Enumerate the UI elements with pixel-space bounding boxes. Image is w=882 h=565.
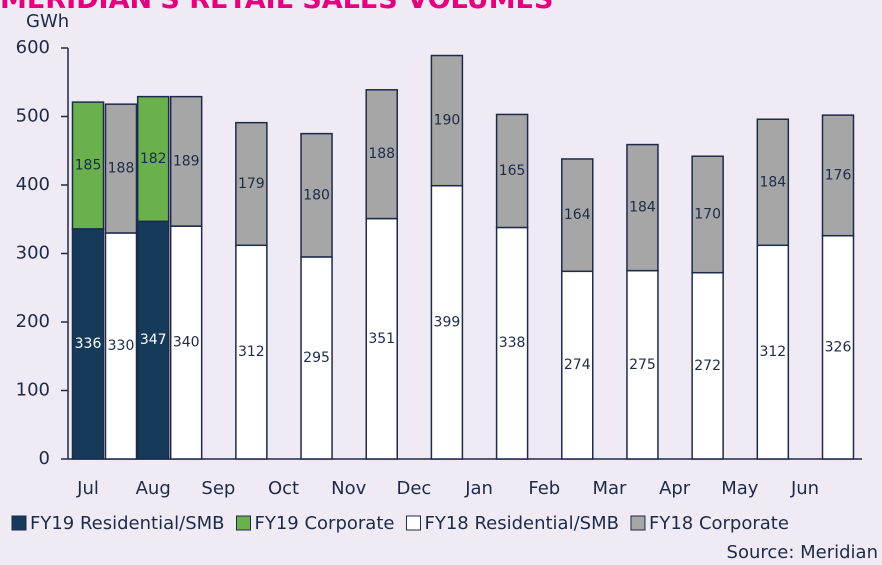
- bar: [691, 155, 724, 274]
- value-label: 347: [140, 332, 167, 348]
- x-tick-label: Nov: [331, 478, 366, 499]
- bar: [756, 244, 790, 460]
- x-tick-label: May: [721, 478, 759, 499]
- value-label: 272: [694, 358, 721, 374]
- value-label: 275: [629, 357, 656, 373]
- legend-label: FY18 Corporate: [649, 513, 789, 534]
- y-tick-label: 100: [16, 380, 50, 401]
- x-tick-label: Dec: [396, 478, 431, 499]
- x-tick-label: Jul: [76, 478, 99, 499]
- bar: [169, 95, 203, 227]
- bar: [365, 89, 398, 220]
- y-tick-label: 500: [16, 106, 50, 127]
- bar: [561, 158, 594, 273]
- bar: [136, 95, 170, 223]
- bar: [430, 184, 464, 460]
- value-label: 351: [368, 331, 395, 347]
- bar: [495, 226, 529, 460]
- value-label: 179: [238, 176, 265, 192]
- value-label: 312: [759, 344, 786, 360]
- bar: [626, 143, 659, 272]
- legend-swatch: [236, 515, 251, 531]
- y-tick-label: 200: [16, 311, 50, 332]
- y-tick-label: 600: [16, 37, 50, 58]
- bar: [235, 244, 268, 460]
- value-label: 188: [368, 146, 395, 162]
- value-label: 274: [564, 357, 591, 373]
- y-tick-label: 0: [39, 448, 50, 469]
- value-label: 184: [759, 174, 786, 190]
- value-label: 330: [108, 338, 135, 354]
- x-tick-label: Feb: [528, 478, 560, 499]
- bar: [626, 269, 659, 460]
- value-label: 184: [629, 200, 656, 216]
- source: Source: Meridian: [727, 542, 878, 563]
- value-label: 336: [75, 336, 102, 352]
- value-label: 312: [238, 344, 265, 360]
- value-label: 295: [303, 350, 330, 366]
- x-tick-label: Mar: [592, 478, 627, 499]
- x-tick-label: Jan: [464, 478, 493, 499]
- bar: [104, 103, 138, 234]
- legend-label: FY19 Residential/SMB: [30, 513, 225, 534]
- bar: [430, 54, 464, 187]
- x-tick-label: Apr: [659, 478, 691, 499]
- legend-swatch: [405, 515, 421, 531]
- bar: [300, 132, 333, 258]
- value-label: 338: [499, 335, 526, 351]
- bar: [756, 118, 790, 247]
- y-tick-label: 300: [16, 243, 50, 264]
- bar: [821, 234, 855, 460]
- legend-swatch: [11, 515, 27, 531]
- bar: [821, 114, 855, 237]
- bar: [561, 270, 594, 460]
- value-label: 188: [108, 161, 135, 177]
- value-label: 164: [564, 207, 591, 223]
- value-label: 180: [303, 187, 330, 203]
- value-label: 189: [173, 153, 200, 169]
- value-label: 182: [140, 151, 167, 167]
- x-tick-label: Oct: [268, 478, 299, 499]
- value-label: 176: [825, 167, 852, 183]
- bar: [235, 121, 268, 247]
- x-tick-label: Jun: [790, 478, 819, 499]
- bar: [71, 101, 105, 230]
- value-label: 185: [75, 157, 102, 173]
- chart-title: MERIDIAN'S RETAIL SALES VOLUMES: [0, 0, 553, 15]
- y-tick-label: 400: [16, 174, 50, 195]
- value-label: 399: [434, 314, 461, 330]
- x-tick-label: Sep: [201, 478, 235, 499]
- legend-swatch: [630, 515, 646, 531]
- value-label: 165: [499, 163, 526, 179]
- value-label: 340: [173, 335, 200, 351]
- value-label: 170: [694, 206, 721, 222]
- x-tick-label: Aug: [136, 478, 171, 499]
- y-axis-label: GWh: [26, 11, 69, 32]
- value-label: 190: [434, 113, 461, 129]
- value-label: 326: [825, 339, 852, 355]
- legend-label: FY18 Residential/SMB: [424, 513, 619, 534]
- legend-label: FY19 Corporate: [255, 513, 395, 534]
- bar: [495, 113, 529, 229]
